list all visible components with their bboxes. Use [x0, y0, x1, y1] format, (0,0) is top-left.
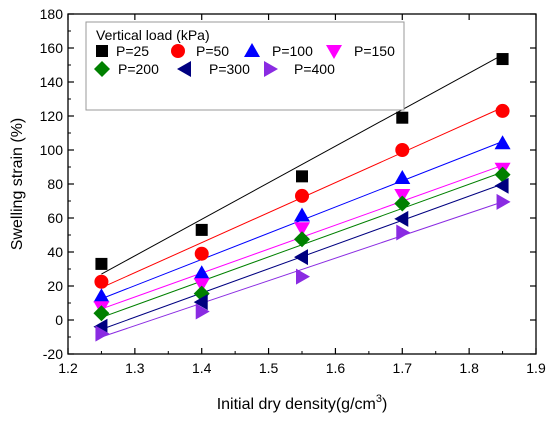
data-point-series-2 [394, 170, 411, 185]
x-tick-label: 1.7 [393, 360, 413, 376]
data-point-series-5 [494, 177, 509, 194]
data-point-series-1 [495, 103, 510, 118]
data-point-series-2 [294, 207, 310, 222]
x-tick-label: 1.3 [125, 360, 145, 376]
data-point-series-0 [296, 170, 308, 183]
data-point-series-6 [496, 193, 511, 210]
axis-ticks [67, 13, 537, 355]
legend-label-series-3: P=150 [354, 43, 395, 59]
data-point-series-4 [494, 166, 511, 183]
legend-label-series-4: P=200 [118, 61, 159, 77]
y-tick-label: 60 [47, 210, 63, 226]
data-point-series-2 [193, 265, 210, 280]
data-point-series-6 [195, 303, 210, 320]
legend-marker-series-6 [264, 61, 278, 77]
data-point-series-5 [394, 210, 409, 227]
y-tick-label: 100 [40, 142, 64, 158]
y-tick-label: 40 [47, 244, 63, 260]
legend: Vertical load (kPa) P=25 P=50 P=100 P=150 P=… [85, 21, 405, 111]
y-tick-label: 80 [47, 176, 63, 192]
data-point-series-1 [94, 274, 109, 289]
data-markers [93, 53, 511, 342]
legend-marker-series-5 [177, 61, 191, 77]
legend-marker-series-0 [96, 45, 108, 57]
data-point-series-4 [93, 305, 110, 322]
data-point-series-0 [396, 111, 409, 124]
data-point-series-6 [296, 268, 310, 285]
y-tick-label: 180 [40, 6, 64, 22]
y-tick-label: 20 [47, 278, 63, 294]
data-point-series-5 [193, 294, 208, 311]
data-point-series-4 [394, 195, 411, 212]
x-tick-label: 1.2 [58, 360, 78, 376]
x-tick-label: 1.9 [526, 360, 546, 376]
legend-marker-series-4 [94, 61, 110, 77]
data-point-series-1 [295, 188, 309, 203]
y-tick-label: -20 [43, 346, 63, 362]
data-point-series-0 [195, 223, 208, 236]
data-point-series-6 [95, 325, 110, 342]
data-point-series-5 [294, 249, 308, 266]
data-point-series-3 [193, 278, 210, 293]
data-point-series-2 [93, 288, 110, 303]
x-tick-label: 1.5 [259, 360, 279, 376]
legend-title: Vertical load (kPa) [96, 27, 210, 43]
y-tick-label: 160 [40, 40, 64, 56]
data-point-series-2 [494, 135, 511, 150]
fit-lines [101, 54, 503, 338]
x-tick-label: 1.8 [459, 360, 479, 376]
y-axis-label: Swelling strain (%) [9, 118, 26, 250]
legend-marker-series-1 [171, 44, 185, 58]
legend-label-series-0: P=25 [116, 43, 149, 59]
tick-labels: 1.2 1.3 1.4 1.5 1.6 1.7 1.8 1.9 -20 0 20 40 60 80 100 1… [40, 6, 546, 376]
y-tick-label: 120 [40, 108, 64, 124]
x-tick-label: 1.4 [192, 360, 212, 376]
data-point-series-0 [496, 53, 509, 66]
y-tick-label: 140 [40, 74, 64, 90]
legend-marker-series-2 [244, 43, 260, 57]
data-point-series-3 [294, 222, 310, 237]
data-point-series-1 [194, 246, 209, 261]
legend-label-series-1: P=50 [196, 43, 229, 59]
fit-line-series-6 [101, 201, 503, 338]
x-axis-label: Initial dry density(g/cm3) [217, 393, 388, 413]
x-tick-label: 1.6 [326, 360, 346, 376]
fit-line-series-0 [101, 54, 503, 275]
data-point-series-1 [395, 143, 410, 157]
legend-box [85, 21, 405, 111]
y-tick-label: 0 [55, 312, 63, 328]
legend-label-series-5: P=300 [209, 61, 250, 77]
data-point-series-4 [294, 231, 310, 248]
data-point-series-0 [95, 257, 108, 270]
legend-marker-series-3 [326, 45, 342, 59]
data-point-series-6 [396, 224, 411, 241]
legend-label-series-2: P=100 [272, 43, 313, 59]
legend-label-series-6: P=400 [294, 61, 335, 77]
